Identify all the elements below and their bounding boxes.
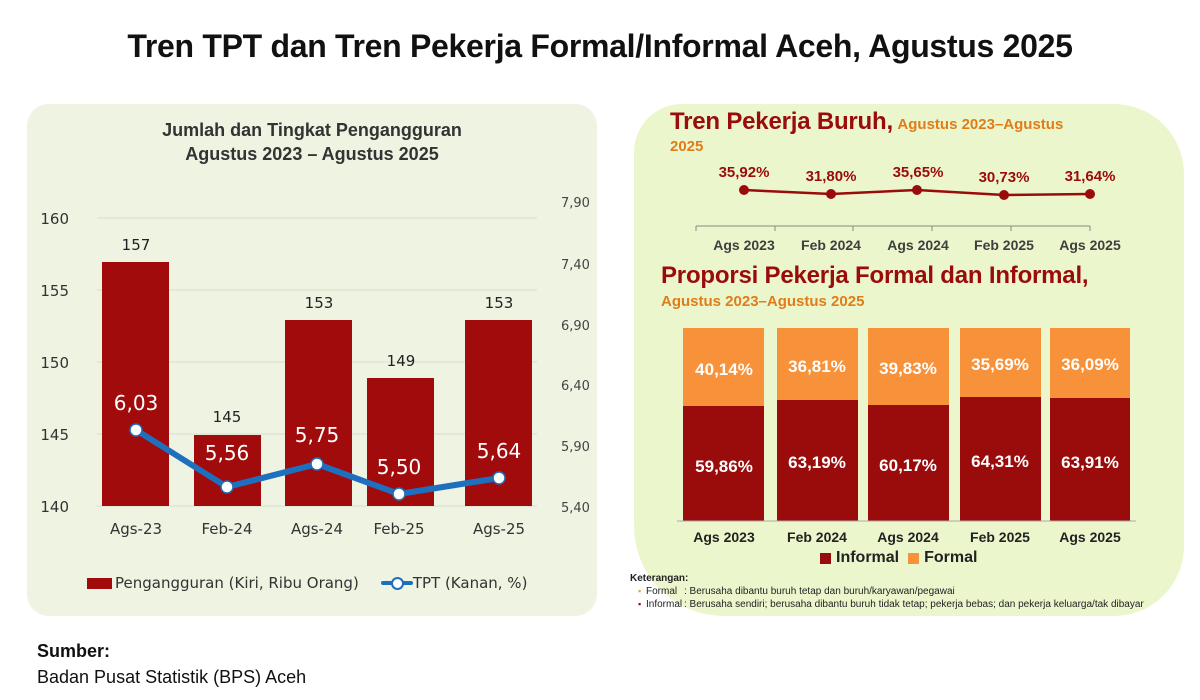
right-axis-ticks: 7,90 7,40 6,90 6,40 5,90 5,40 — [561, 196, 590, 516]
svg-text:160: 160 — [40, 210, 69, 228]
left-axis-ticks: 160 155 150 145 140 — [40, 210, 69, 516]
proporsi-title: Proporsi Pekerja Formal dan Informal, — [661, 262, 1089, 289]
worker-charts-panel — [634, 104, 1184, 616]
note-formal: ▪ Formal : Berusaha dibantu buruh tetap … — [630, 585, 1144, 598]
svg-text:6,90: 6,90 — [561, 319, 590, 334]
svg-text:153: 153 — [485, 294, 514, 312]
source-label: Sumber: — [37, 641, 111, 661]
svg-text:150: 150 — [40, 354, 69, 372]
svg-text:5,40: 5,40 — [561, 501, 590, 516]
buruh-chart-title: Tren Pekerja Buruh, Agustus 2023–Agustus… — [670, 110, 1170, 157]
note-formal-desc: : Berusaha dibantu buruh tetap dan buruh… — [684, 586, 955, 597]
notes-heading: Keterangan: — [630, 573, 689, 584]
chart-title-line1: Jumlah dan Tingkat Pengangguran — [162, 120, 462, 140]
svg-text:5,56: 5,56 — [205, 441, 250, 465]
legend-bar-label: Pengangguran (Kiri, Ribu Orang) — [115, 574, 359, 592]
svg-text:Ags-25: Ags-25 — [473, 520, 525, 538]
bullet-icon: ▪ — [638, 599, 642, 609]
svg-text:6,40: 6,40 — [561, 379, 590, 394]
svg-text:5,75: 5,75 — [295, 423, 340, 447]
definitions-note: Keterangan: ▪ Formal : Berusaha dibantu … — [630, 572, 1144, 611]
note-informal-term: Informal — [646, 599, 683, 610]
bullet-icon: ▪ — [638, 586, 642, 596]
svg-text:Ags-23: Ags-23 — [110, 520, 162, 538]
note-informal-desc: : Berusaha sendiri; berusaha dibantu bur… — [684, 599, 1144, 610]
chart-title-line2: Agustus 2023 – Agustus 2025 — [185, 144, 439, 164]
bar-ags-24 — [285, 320, 352, 506]
svg-text:140: 140 — [40, 498, 69, 516]
proporsi-chart-title: Proporsi Pekerja Formal dan Informal, Ag… — [661, 262, 1089, 310]
svg-text:6,03: 6,03 — [114, 391, 159, 415]
page-title: Tren TPT dan Tren Pekerja Formal/Informa… — [127, 28, 1073, 64]
svg-text:145: 145 — [213, 408, 242, 426]
informal-swatch-icon — [820, 552, 831, 564]
unemployment-bars — [102, 262, 532, 506]
svg-text:5,64: 5,64 — [477, 439, 522, 463]
bar-swatch-icon — [87, 577, 112, 589]
tpt-markers — [129, 423, 506, 501]
svg-text:7,40: 7,40 — [561, 258, 590, 273]
category-axis: Ags-23 Feb-24 Ags-24 Feb-25 Ags-25 — [110, 520, 525, 538]
tpt-value-labels: 6,03 5,56 5,75 5,50 5,64 — [114, 391, 522, 479]
svg-text:157: 157 — [122, 236, 151, 254]
svg-text:155: 155 — [40, 282, 69, 300]
line-marker-icon — [380, 576, 413, 590]
legend-formal-label: Formal — [924, 549, 978, 566]
legend-line-label: TPT (Kanan, %) — [412, 574, 528, 592]
formal-swatch-icon — [908, 552, 920, 564]
svg-text:149: 149 — [387, 352, 416, 370]
svg-text:Ags-24: Ags-24 — [291, 520, 343, 538]
note-informal: ▪ Informal : Berusaha sendiri; berusaha … — [630, 598, 1144, 611]
svg-text:Feb-24: Feb-24 — [201, 520, 252, 538]
unemployment-chart-panel: Jumlah dan Tingkat Pengangguran Agustus … — [27, 104, 597, 616]
buruh-subtitle-wrap: 2025 — [670, 138, 704, 155]
note-formal-term: Formal — [646, 586, 678, 597]
proporsi-subtitle: Agustus 2023–Agustus 2025 — [661, 293, 865, 310]
svg-text:Feb-25: Feb-25 — [373, 520, 424, 538]
source-note: Sumber: Badan Pusat Statistik (BPS) Aceh — [37, 638, 306, 690]
buruh-title: Tren Pekerja Buruh, — [670, 108, 893, 135]
source-value: Badan Pusat Statistik (BPS) Aceh — [37, 667, 307, 687]
legend-informal-label: Informal — [836, 549, 900, 566]
svg-text:5,90: 5,90 — [561, 440, 590, 455]
proporsi-legend: Informal Formal — [820, 549, 977, 567]
unemployment-chart-title: Jumlah dan Tingkat Pengangguran Agustus … — [27, 118, 597, 166]
unemployment-chart-plot: 160 155 150 145 140 7,90 7,40 6,90 6,40 … — [40, 196, 590, 538]
svg-text:7,90: 7,90 — [561, 196, 590, 211]
svg-text:5,50: 5,50 — [377, 455, 422, 479]
buruh-subtitle: Agustus 2023–Agustus — [897, 116, 1064, 133]
svg-text:145: 145 — [40, 426, 69, 444]
unemployment-chart-legend: Pengangguran (Kiri, Ribu Orang) TPT (Kan… — [87, 574, 527, 592]
svg-text:153: 153 — [305, 294, 334, 312]
bar-ags-23 — [102, 262, 169, 506]
bar-value-labels: 157 145 153 149 153 — [122, 236, 514, 426]
